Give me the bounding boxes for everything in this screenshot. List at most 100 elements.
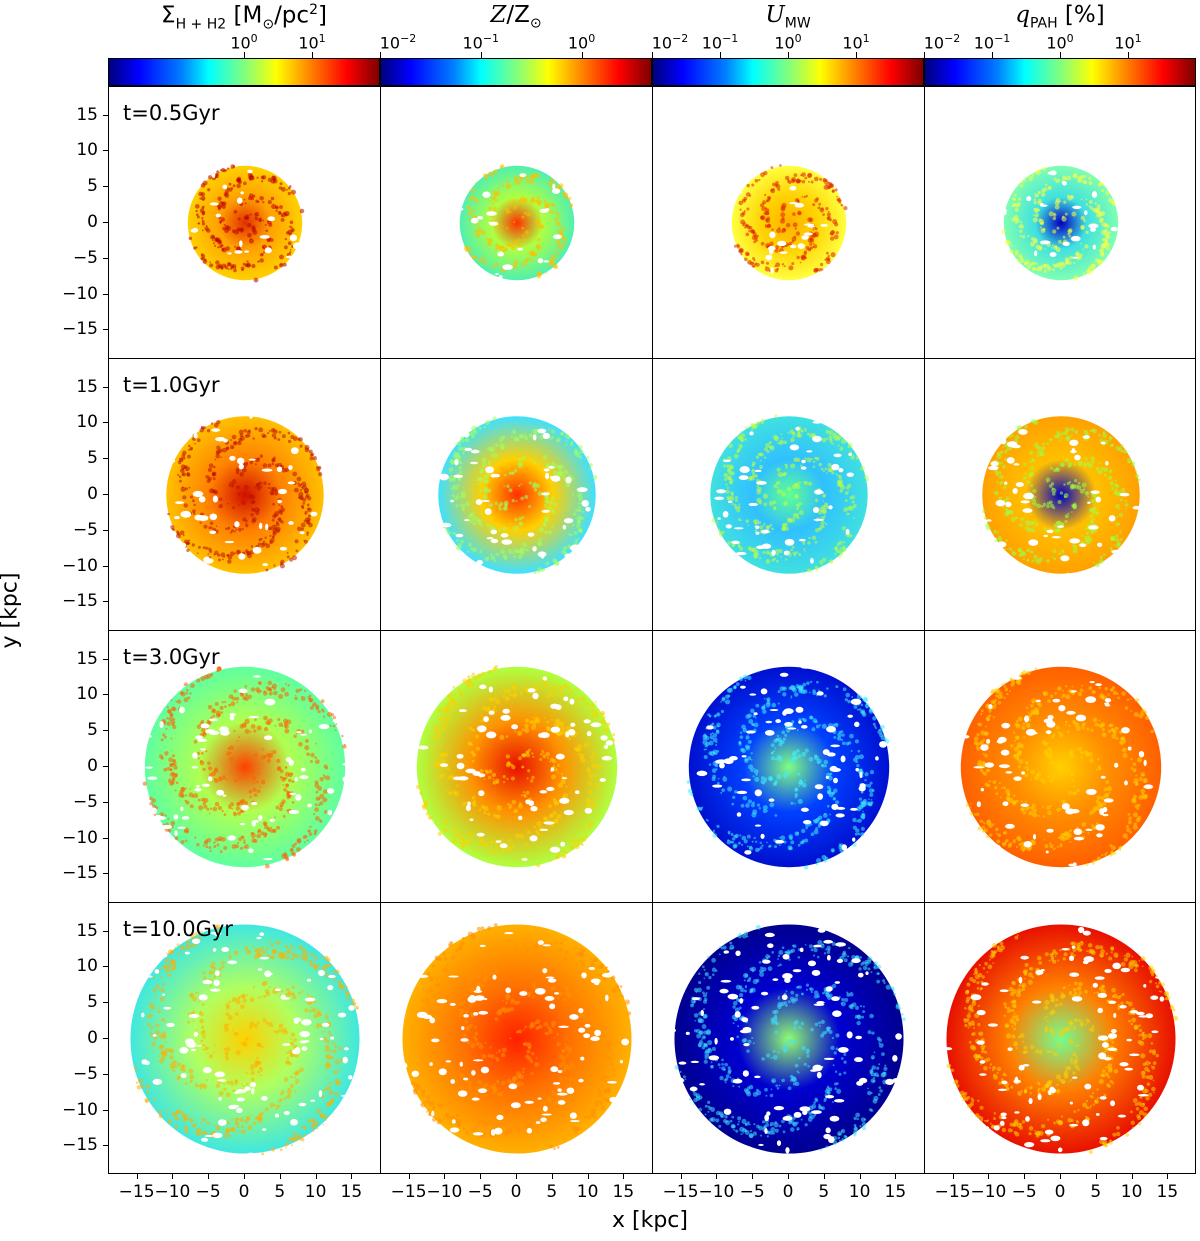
y-tick-label: 0	[87, 212, 98, 232]
galaxy-map	[686, 666, 890, 870]
x-tickmark	[551, 1174, 553, 1179]
map-panel-r2-c2	[652, 630, 925, 903]
colorbar-title-3: qPAH [%]	[924, 2, 1196, 32]
galaxy-map	[165, 414, 324, 580]
colorbar-title-1: Z/Z⊙	[380, 2, 652, 32]
galaxy-disk	[731, 165, 847, 281]
title-symbol: Z	[490, 2, 507, 28]
y-tickmark	[103, 422, 108, 424]
x-tick-label: −5	[1011, 1182, 1037, 1202]
gas-holes	[417, 672, 624, 875]
x-tick-label: −15	[934, 1182, 971, 1202]
title-subscript-2: 2	[217, 16, 227, 33]
x-tick-label: 5	[1090, 1182, 1102, 1202]
tick-base: 10	[1114, 33, 1135, 53]
time-label: t=1.0Gyr	[123, 373, 220, 397]
colorbar-tickmark	[480, 52, 482, 58]
colorbar-tickmark	[652, 52, 653, 58]
galaxy-map	[1001, 165, 1119, 281]
time-label: t=3.0Gyr	[123, 645, 220, 669]
colorbar-tick-label: 10−1	[702, 32, 739, 52]
y-tickmark	[103, 494, 108, 495]
galaxy-map	[960, 663, 1162, 868]
x-tick-label: 10	[576, 1182, 599, 1202]
galaxy-map	[454, 164, 575, 281]
title-unit-superscript: 2	[309, 2, 318, 18]
galaxy-map	[130, 918, 360, 1156]
y-tick-label: 15	[76, 920, 98, 941]
spiral-structure	[142, 666, 347, 869]
y-tickmark	[103, 1109, 108, 1111]
x-tick-label: 0	[1054, 1182, 1066, 1202]
tick-base: 10	[1046, 33, 1067, 53]
colorbar-tick-label: 10−1	[462, 32, 499, 52]
map-panel-r1-c0: t=1.0Gyr	[108, 358, 381, 631]
map-panel-r2-c0: t=3.0Gyr	[108, 630, 381, 903]
x-tickmark	[480, 1174, 482, 1179]
x-tickmark	[1167, 1174, 1169, 1179]
tick-base: 10	[774, 33, 795, 53]
title-subscript: H + H	[175, 16, 218, 33]
y-tickmark	[103, 222, 108, 223]
x-tickmark	[1095, 1174, 1097, 1179]
spiral-structure	[946, 930, 1179, 1155]
tick-exponent: −2	[400, 32, 417, 45]
colorbar-tickmark	[380, 52, 381, 58]
y-tick-label: 10	[76, 140, 98, 161]
gas-holes	[165, 414, 318, 580]
tick-base: 10	[701, 33, 723, 53]
y-tickmark	[103, 293, 108, 295]
map-panel-r2-c3	[924, 630, 1196, 903]
colorbar-tick-label: 100	[1046, 32, 1073, 52]
y-tickmark	[103, 529, 108, 531]
colorbar-tick-label: 101	[298, 32, 325, 52]
y-tick-label: 0	[87, 484, 98, 504]
y-tickmark	[103, 386, 108, 388]
colorbar-tick-label: 10−2	[924, 32, 961, 52]
y-tickmark	[103, 873, 108, 875]
y-tick-label: 5	[87, 176, 98, 197]
x-tick-label: 15	[340, 1182, 363, 1202]
x-tick-label: 10	[848, 1182, 871, 1202]
x-tickmark	[351, 1174, 353, 1179]
galaxy-disk	[144, 666, 346, 868]
x-tick-label: −15	[662, 1182, 699, 1202]
tick-exponent: −2	[944, 32, 961, 45]
x-tickmark	[244, 1174, 245, 1179]
colorbar-2	[652, 58, 924, 86]
x-tick-label: 5	[546, 1182, 558, 1202]
title-unit-end: /pc	[274, 2, 310, 29]
title-subscript: MW	[784, 15, 811, 32]
tick-exponent: −1	[994, 32, 1011, 45]
y-tickmark	[103, 837, 108, 839]
galaxy-map	[704, 414, 870, 574]
map-panel-r0-c2	[652, 86, 925, 359]
galaxy-disk	[166, 416, 324, 574]
colorbar-tick-label: 100	[774, 32, 801, 52]
tick-exponent: 1	[862, 32, 870, 45]
x-tickmark	[680, 1174, 682, 1179]
map-panel-r3-c2	[652, 902, 925, 1174]
x-tickmark	[279, 1174, 281, 1179]
y-tickmark	[103, 114, 108, 116]
colorbar-tick-label: 10−2	[652, 32, 689, 52]
colorbar-tick-label: 10−2	[380, 32, 417, 52]
colorbar-1	[380, 58, 652, 86]
galaxy-map	[416, 665, 624, 875]
gas-holes	[665, 927, 903, 1154]
y-tick-label: 10	[76, 684, 98, 705]
galaxy-map	[943, 916, 1179, 1159]
colorbar-tickmark	[312, 52, 313, 58]
tick-base: 10	[973, 33, 995, 53]
colorbar-tickmark	[244, 52, 245, 58]
y-tickmark	[103, 694, 108, 696]
time-label: t=0.5Gyr	[123, 101, 220, 125]
x-tick-label: 10	[1120, 1182, 1143, 1202]
y-tick-label: −15	[62, 1135, 98, 1156]
y-tickmark	[103, 801, 108, 803]
y-tick-label: 5	[87, 448, 98, 469]
galaxy-disk	[438, 416, 596, 574]
x-tickmark	[136, 1174, 138, 1179]
spiral-structure	[463, 164, 573, 279]
title-rest: /Z	[506, 2, 530, 28]
